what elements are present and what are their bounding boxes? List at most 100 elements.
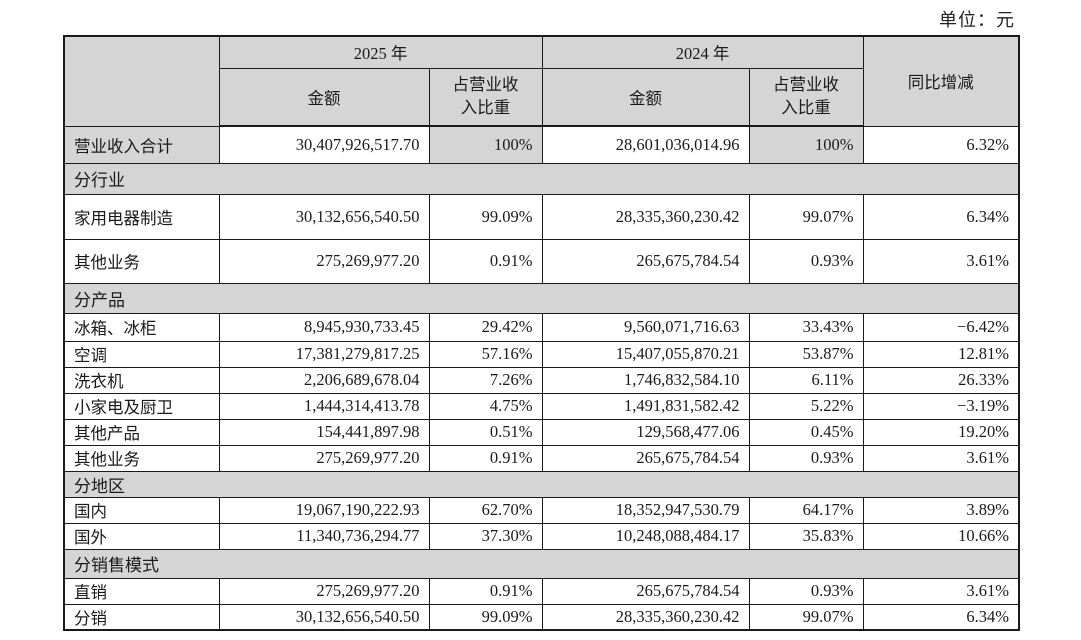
amount-2025-header: 金额 bbox=[218, 67, 430, 127]
yoy-cell: 3.89% bbox=[862, 496, 1020, 524]
amount-2025-cell: 30,132,656,540.50 bbox=[218, 193, 430, 240]
amount-2025-cell: 17,381,279,817.25 bbox=[218, 340, 430, 368]
table-row: 冰箱、冰柜 8,945,930,733.45 29.42% 9,560,071,… bbox=[63, 312, 1020, 342]
table-row: 分销 30,132,656,540.50 99.09% 28,335,360,2… bbox=[63, 603, 1020, 631]
pct-2025-cell: 7.26% bbox=[428, 366, 543, 394]
table-row: 直销 275,269,977.20 0.91% 265,675,784.54 0… bbox=[63, 577, 1020, 605]
pct-2024-cell: 64.17% bbox=[748, 496, 864, 524]
amount-2024-cell: 10,248,088,484.17 bbox=[541, 522, 750, 550]
amount-2025-cell: 30,132,656,540.50 bbox=[218, 603, 430, 631]
pct-2024-cell: 6.11% bbox=[748, 366, 864, 394]
yoy-cell: 19.20% bbox=[862, 418, 1020, 446]
pct-2024-cell: 35.83% bbox=[748, 522, 864, 550]
yoy-cell: 10.66% bbox=[862, 522, 1020, 550]
pct-2025-cell: 0.91% bbox=[428, 444, 543, 472]
yoy-cell: −6.42% bbox=[862, 312, 1020, 342]
amount-2025-cell: 275,269,977.20 bbox=[218, 577, 430, 605]
amount-2025-cell: 8,945,930,733.45 bbox=[218, 312, 430, 342]
amount-2025-cell: 30,407,926,517.70 bbox=[218, 125, 430, 164]
pct-2025-cell: 37.30% bbox=[428, 522, 543, 550]
pct-2024-cell: 33.43% bbox=[748, 312, 864, 342]
pct-2024-cell: 99.07% bbox=[748, 603, 864, 631]
yoy-cell: 12.81% bbox=[862, 340, 1020, 368]
row-label-cell: 分销 bbox=[63, 603, 220, 631]
pct-2025-cell: 100% bbox=[428, 125, 543, 164]
amount-2024-cell: 265,675,784.54 bbox=[541, 238, 750, 284]
yoy-cell: 3.61% bbox=[862, 238, 1020, 284]
pct-2025-cell: 99.09% bbox=[428, 603, 543, 631]
pct-2024-header-text: 占营业收入比重 bbox=[773, 75, 839, 117]
unit-label: 单位：元 bbox=[939, 10, 1015, 30]
header-row-metrics: 金额 占营业收入比重 金额 占营业收入比重 bbox=[64, 67, 1019, 127]
pct-2025-cell: 99.09% bbox=[428, 193, 543, 240]
pct-2024-cell: 53.87% bbox=[748, 340, 864, 368]
table-row: 家用电器制造 30,132,656,540.50 99.09% 28,335,3… bbox=[63, 193, 1020, 240]
amount-2024-cell: 1,746,832,584.10 bbox=[541, 366, 750, 394]
amount-2024-cell: 265,675,784.54 bbox=[541, 444, 750, 472]
amount-2025-cell: 154,441,897.98 bbox=[218, 418, 430, 446]
amount-2024-cell: 18,352,947,530.79 bbox=[541, 496, 750, 524]
pct-2025-header: 占营业收入比重 bbox=[428, 67, 543, 127]
pct-2024-cell: 0.93% bbox=[748, 238, 864, 284]
yoy-cell: 3.61% bbox=[862, 444, 1020, 472]
pct-2024-cell: 5.22% bbox=[748, 392, 864, 420]
pct-2024-header: 占营业收入比重 bbox=[748, 67, 864, 127]
section-label: 分销售模式 bbox=[63, 548, 1020, 579]
year-2024-header: 2024 年 bbox=[541, 35, 864, 69]
yoy-cell: 3.61% bbox=[862, 577, 1020, 605]
pct-2025-cell: 62.70% bbox=[428, 496, 543, 524]
row-label-cell: 空调 bbox=[63, 340, 220, 368]
amount-2025-cell: 275,269,977.20 bbox=[218, 238, 430, 284]
amount-2024-cell: 15,407,055,870.21 bbox=[541, 340, 750, 368]
section-row-industry: 分行业 bbox=[63, 162, 1020, 195]
yoy-cell: −3.19% bbox=[862, 392, 1020, 420]
pct-2025-cell: 29.42% bbox=[428, 312, 543, 342]
table-row: 洗衣机 2,206,689,678.04 7.26% 1,746,832,584… bbox=[63, 366, 1020, 394]
amount-2025-cell: 2,206,689,678.04 bbox=[218, 366, 430, 394]
amount-2025-cell: 275,269,977.20 bbox=[218, 444, 430, 472]
amount-2024-cell: 129,568,477.06 bbox=[541, 418, 750, 446]
section-label: 分地区 bbox=[63, 470, 1020, 498]
amount-2024-cell: 1,491,831,582.42 bbox=[541, 392, 750, 420]
pct-2025-cell: 0.51% bbox=[428, 418, 543, 446]
yoy-cell: 6.34% bbox=[862, 603, 1020, 631]
yoy-cell: 26.33% bbox=[862, 366, 1020, 394]
table-row: 国内 19,067,190,222.93 62.70% 18,352,947,5… bbox=[63, 496, 1020, 524]
row-label-cell: 其他产品 bbox=[63, 418, 220, 446]
row-label-cell: 营业收入合计 bbox=[63, 125, 220, 164]
table-row-total: 营业收入合计 30,407,926,517.70 100% 28,601,036… bbox=[63, 125, 1020, 164]
table-row: 空调 17,381,279,817.25 57.16% 15,407,055,8… bbox=[63, 340, 1020, 368]
table-row: 国外 11,340,736,294.77 37.30% 10,248,088,4… bbox=[63, 522, 1020, 550]
pct-2024-cell: 0.93% bbox=[748, 444, 864, 472]
amount-2024-cell: 9,560,071,716.63 bbox=[541, 312, 750, 342]
amount-2024-cell: 28,335,360,230.42 bbox=[541, 603, 750, 631]
yoy-cell: 6.32% bbox=[862, 125, 1020, 164]
section-row-product: 分产品 bbox=[63, 282, 1020, 314]
header-row-years: 2025 年 2024 年 同比增减 bbox=[63, 35, 1020, 127]
row-label-cell: 洗衣机 bbox=[63, 366, 220, 394]
pct-2025-cell: 0.91% bbox=[428, 577, 543, 605]
pct-2025-cell: 4.75% bbox=[428, 392, 543, 420]
yoy-cell: 6.34% bbox=[862, 193, 1020, 240]
section-label: 分行业 bbox=[63, 162, 1020, 195]
table-row: 其他产品 154,441,897.98 0.51% 129,568,477.06… bbox=[63, 418, 1020, 446]
amount-2024-cell: 28,601,036,014.96 bbox=[541, 125, 750, 164]
pct-2024-cell: 100% bbox=[748, 125, 864, 164]
pct-2025-cell: 0.91% bbox=[428, 238, 543, 284]
amount-2025-cell: 1,444,314,413.78 bbox=[218, 392, 430, 420]
section-label: 分产品 bbox=[63, 282, 1020, 314]
row-label-cell: 其他业务 bbox=[63, 238, 220, 284]
section-row-sales-model: 分销售模式 bbox=[63, 548, 1020, 579]
corner-empty-cell bbox=[63, 35, 220, 127]
pct-2024-cell: 0.45% bbox=[748, 418, 864, 446]
pct-2024-cell: 0.93% bbox=[748, 577, 864, 605]
section-row-region: 分地区 bbox=[63, 470, 1020, 498]
pct-2025-header-text: 占营业收入比重 bbox=[452, 75, 519, 117]
row-label-cell: 冰箱、冰柜 bbox=[63, 312, 220, 342]
row-label-cell: 国内 bbox=[63, 496, 220, 524]
table-row: 小家电及厨卫 1,444,314,413.78 4.75% 1,491,831,… bbox=[63, 392, 1020, 420]
amount-2025-cell: 19,067,190,222.93 bbox=[218, 496, 430, 524]
year-2025-header: 2025 年 bbox=[218, 35, 543, 69]
row-label-cell: 其他业务 bbox=[63, 444, 220, 472]
